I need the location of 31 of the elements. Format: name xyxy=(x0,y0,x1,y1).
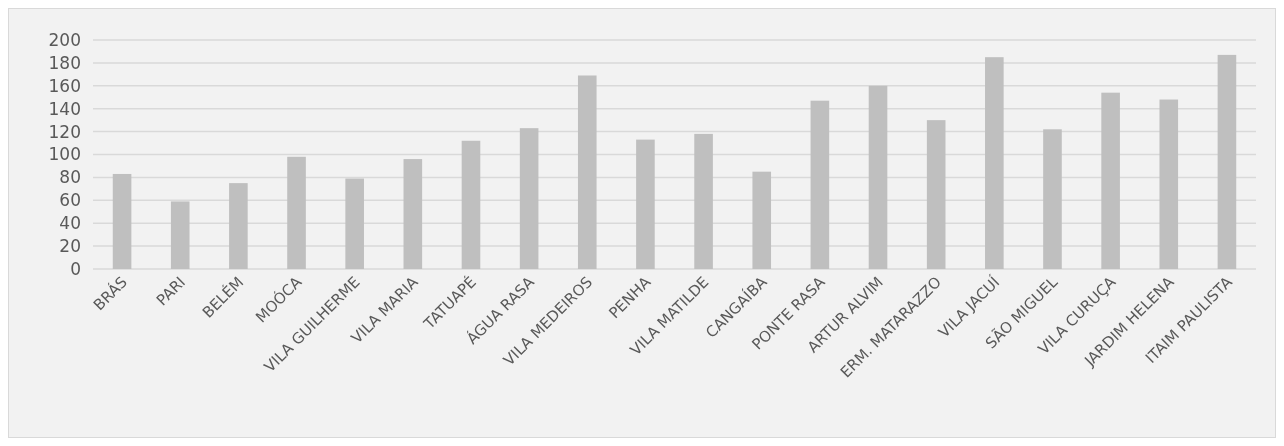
y-tick-label: 200 xyxy=(48,29,81,50)
y-tick-label: 80 xyxy=(59,167,81,188)
y-tick-label: 180 xyxy=(48,52,81,73)
y-tick-label: 60 xyxy=(59,190,81,211)
bar xyxy=(810,100,830,269)
bar xyxy=(1101,92,1120,269)
bar xyxy=(1043,129,1062,269)
y-tick-label: 20 xyxy=(59,236,81,257)
bar xyxy=(752,171,772,269)
bar xyxy=(229,183,248,269)
y-tick-label: 160 xyxy=(48,75,81,96)
bar xyxy=(170,201,190,269)
bar xyxy=(519,128,539,269)
bar xyxy=(1159,99,1179,269)
bar xyxy=(1217,54,1237,269)
y-tick-label: 120 xyxy=(48,121,81,142)
y-tick-label: 0 xyxy=(70,258,81,279)
bar xyxy=(287,156,306,269)
bar xyxy=(926,120,946,269)
bar xyxy=(636,139,655,269)
bar xyxy=(868,85,888,269)
bar xyxy=(461,140,481,269)
bar xyxy=(694,133,713,269)
bar xyxy=(985,57,1004,269)
y-tick-label: 40 xyxy=(59,213,81,234)
bar xyxy=(577,75,597,269)
bar xyxy=(112,173,132,269)
y-tick-label: 140 xyxy=(48,98,81,119)
bar xyxy=(403,159,423,269)
y-tick-label: 100 xyxy=(48,144,81,165)
bar xyxy=(345,178,364,269)
